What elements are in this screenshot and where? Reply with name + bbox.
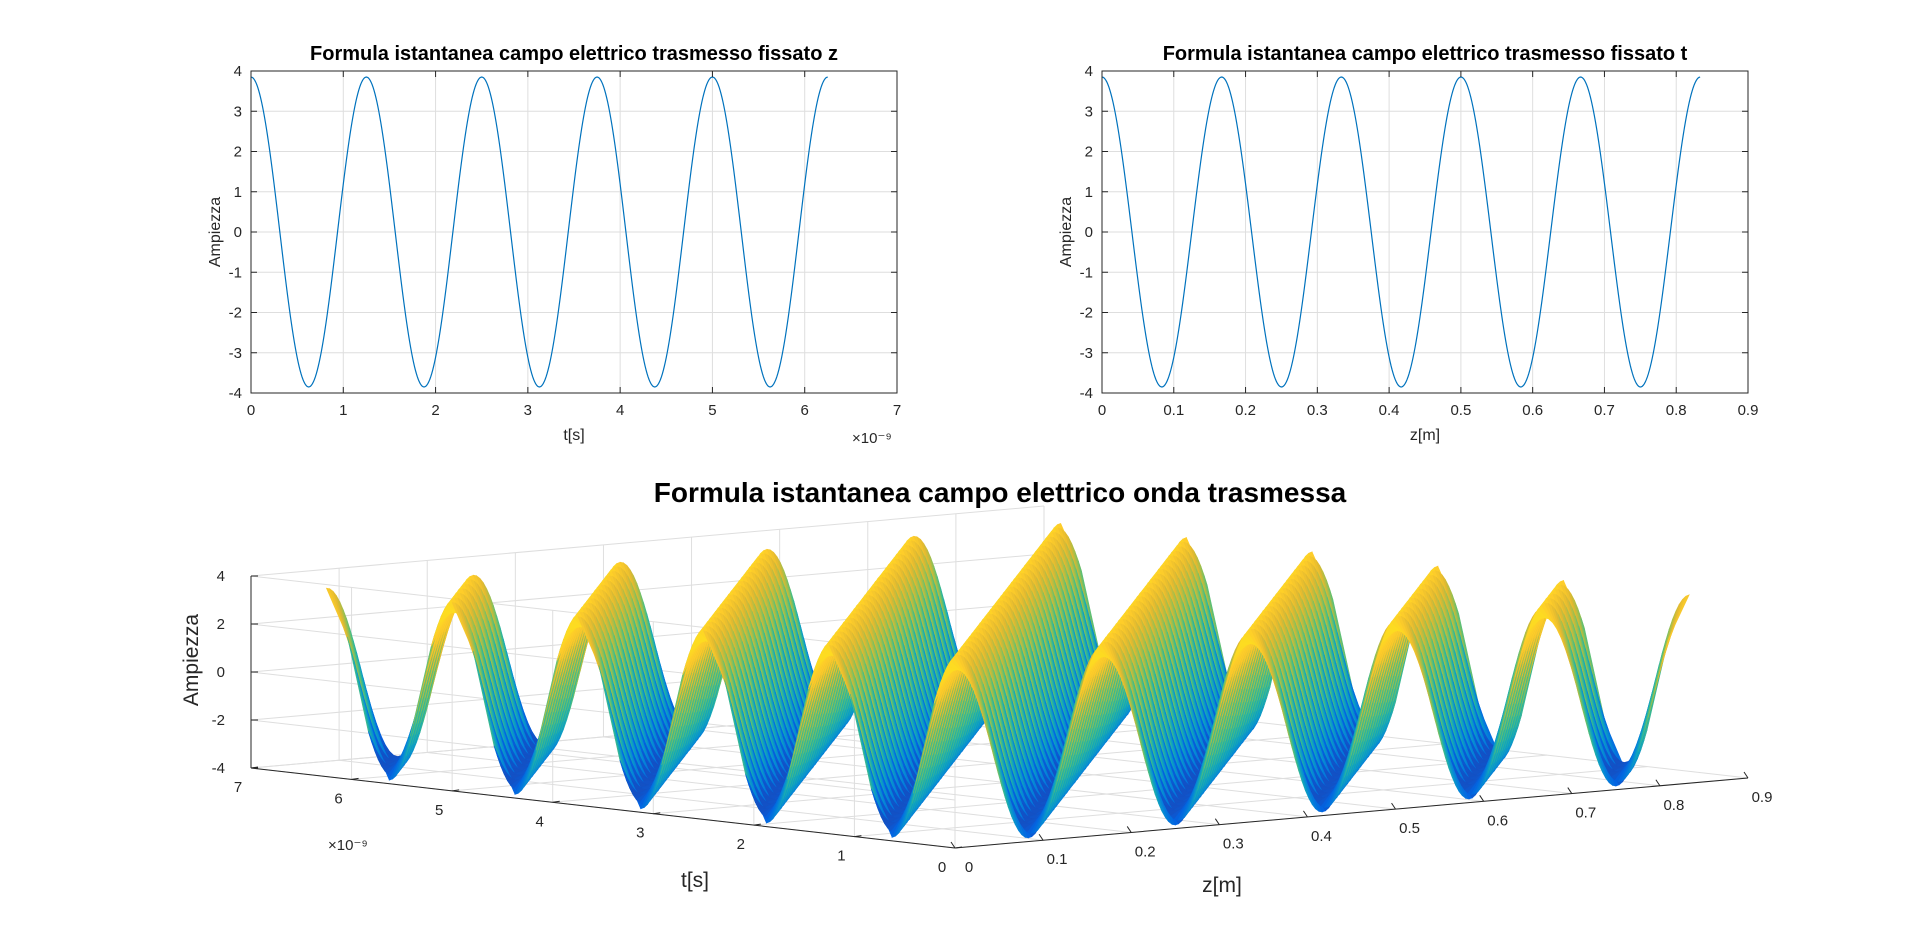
subplot-surface: Formula istantanea campo elettrico onda … bbox=[180, 477, 1772, 897]
y-tick-label: 4 bbox=[1085, 63, 1093, 80]
subplot-2-line-series bbox=[1101, 76, 1701, 388]
x-tick-label: 0.1 bbox=[1163, 402, 1184, 419]
y-tick-label: -2 bbox=[229, 305, 242, 322]
y-tick-label: 3 bbox=[1085, 103, 1093, 120]
subplot-1-title: Formula istantanea campo elettrico trasm… bbox=[310, 43, 838, 65]
x-tick-label: 3 bbox=[524, 402, 532, 419]
grid-line-sidewall bbox=[250, 671, 956, 753]
subplot-1-ylabel: Ampiezza bbox=[207, 197, 224, 267]
subplot-1-x-exponent: ×10⁻⁹ bbox=[852, 430, 892, 447]
y-tick-label: 2 bbox=[1085, 144, 1093, 161]
subplot-2-ylabel: Ampiezza bbox=[1058, 197, 1075, 267]
grid-line-floor bbox=[339, 759, 1044, 841]
grid-line-backwall bbox=[250, 505, 1045, 577]
subplot-2-xlabel: z[m] bbox=[1410, 427, 1440, 444]
y-tick-label: -1 bbox=[1080, 264, 1093, 281]
y-tick-label: 1 bbox=[234, 184, 242, 201]
x-tick-label: 1 bbox=[339, 402, 347, 419]
x-tick-label: 0.6 bbox=[1522, 402, 1543, 419]
x-tick-label: 0.2 bbox=[1235, 402, 1256, 419]
subplot-field-vs-position: Formula istantanea campo elettrico trasm… bbox=[1058, 43, 1758, 444]
x-tick-label: 7 bbox=[893, 402, 901, 419]
grid-line-floor bbox=[452, 720, 1246, 792]
y-tick-label: 1 bbox=[1085, 184, 1093, 201]
x-tick-label: 0 bbox=[247, 402, 255, 419]
x-tick-label: 0.8 bbox=[1666, 402, 1687, 419]
surface-patch bbox=[325, 587, 351, 649]
x-tick-label: 2 bbox=[431, 402, 439, 419]
x-tick-label: 0 bbox=[1098, 402, 1106, 419]
subplot-3-surface bbox=[325, 523, 1690, 839]
subplot-1-line-series bbox=[250, 76, 828, 388]
y-tick-label: -3 bbox=[1080, 345, 1093, 362]
subplot-1-ticks: 0 1 2 3 4 5 6 7 4 3 2 1 0 -1 -2 -3 -4 bbox=[229, 63, 902, 419]
subplot-1-grid bbox=[251, 71, 897, 393]
y-tick-label: -4 bbox=[229, 385, 242, 402]
y-tick-label: 0 bbox=[1085, 224, 1093, 241]
subplot-1-xlabel: t[s] bbox=[563, 427, 584, 444]
x-tick-label: 0.5 bbox=[1450, 402, 1471, 419]
x-tick-label: 4 bbox=[616, 402, 624, 419]
x-tick-label: 5 bbox=[708, 402, 716, 419]
y-tick-label: 4 bbox=[234, 63, 242, 80]
y-tick-label: 3 bbox=[234, 103, 242, 120]
y-tick-label: -1 bbox=[229, 264, 242, 281]
subplot-2-title: Formula istantanea campo elettrico trasm… bbox=[1163, 43, 1688, 65]
subplot-3-title: Formula istantanea campo elettrico onda … bbox=[654, 477, 1347, 508]
x-tick-label: 0.9 bbox=[1738, 402, 1759, 419]
subplot-2-grid bbox=[1102, 71, 1748, 393]
y-tick-label: -4 bbox=[1080, 385, 1093, 402]
x-tick-label: 0.7 bbox=[1594, 402, 1615, 419]
y-tick-label: 0 bbox=[234, 224, 242, 241]
y-tick-label: -3 bbox=[229, 345, 242, 362]
y-tick-label: 2 bbox=[234, 144, 242, 161]
x-tick-label: 0.4 bbox=[1379, 402, 1400, 419]
subplot-field-vs-time: Formula istantanea campo elettrico trasm… bbox=[207, 43, 901, 447]
subplot-2-ticks: 0 0.1 0.2 0.3 0.4 0.5 0.6 0.7 0.8 0.9 4 3 2 1 0 -1 -2 -3 -… bbox=[1080, 63, 1759, 419]
y-tick-label: -2 bbox=[1080, 305, 1093, 322]
grid-line-floor bbox=[854, 766, 1648, 838]
x-tick-label: 0.3 bbox=[1307, 402, 1328, 419]
x-tick-label: 6 bbox=[801, 402, 809, 419]
grid-line-sidewall bbox=[250, 719, 956, 801]
